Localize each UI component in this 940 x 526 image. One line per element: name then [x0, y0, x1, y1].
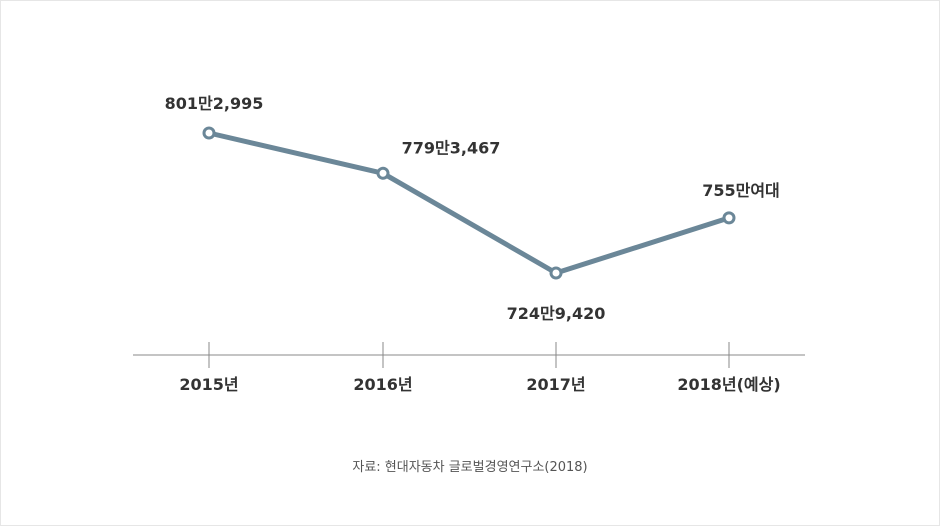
data-point [549, 266, 563, 280]
data-label: 801만2,995 [165, 94, 264, 113]
data-label: 779만3,467 [402, 138, 501, 157]
data-point [376, 166, 390, 180]
x-tick-label: 2016년 [353, 375, 412, 394]
data-label: 755만여대 [702, 181, 780, 200]
source-note: 자료: 현대자동차 글로벌경영연구소(2018) [352, 460, 588, 475]
x-tick-label: 2017년 [526, 375, 585, 394]
data-label: 724만9,420 [507, 304, 606, 323]
x-tick-label: 2015년 [179, 375, 238, 394]
series-line [206, 130, 732, 276]
data-point [202, 126, 216, 140]
x-tick-label: 2018년(예상) [677, 375, 780, 394]
data-point [722, 211, 736, 225]
